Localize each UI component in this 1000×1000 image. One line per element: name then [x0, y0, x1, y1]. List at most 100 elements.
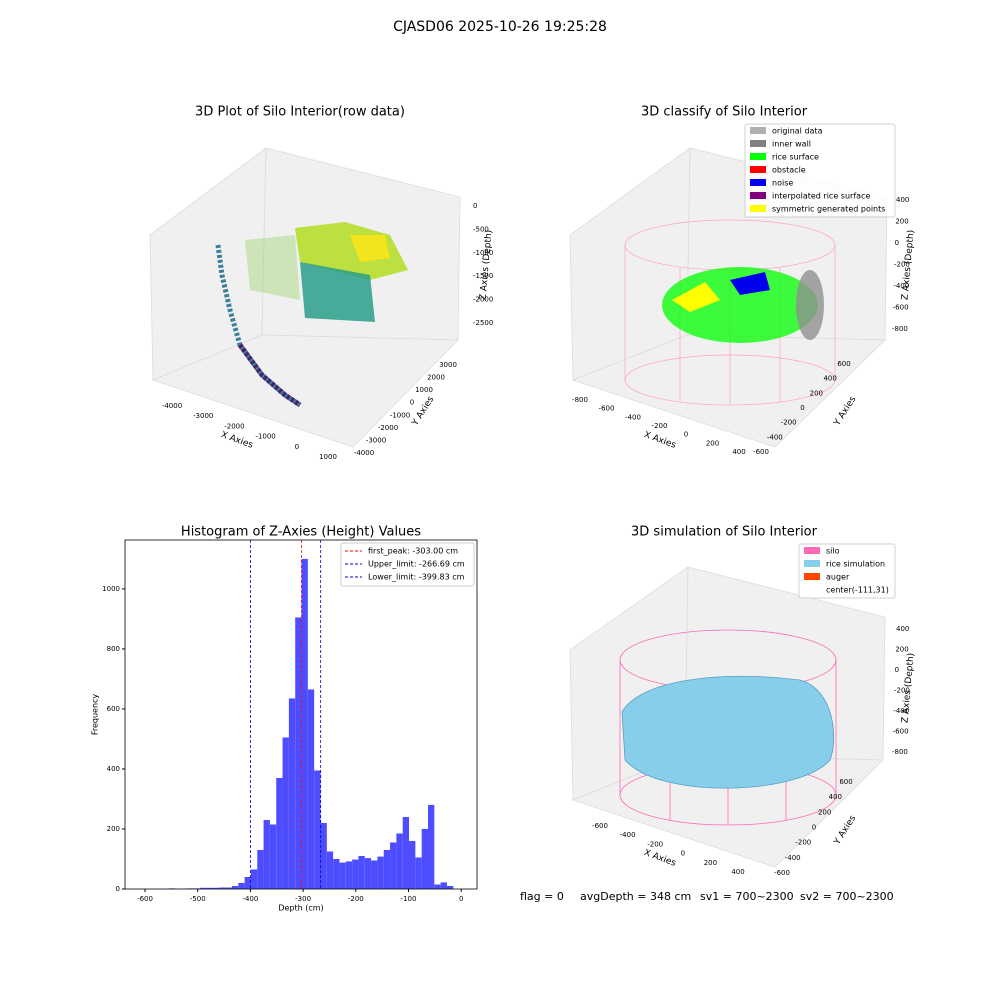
z-tick-label: -400 — [893, 707, 909, 715]
bar — [383, 849, 391, 889]
z-tick-label: -800 — [892, 748, 908, 756]
footer-text: avgDepth = 348 cm — [580, 890, 691, 903]
bar — [213, 887, 220, 889]
z-tick-label: -1000 — [473, 249, 493, 257]
z-tick-label: -800 — [892, 325, 908, 333]
legend-label: obstacle — [772, 166, 806, 175]
y-tick-label: -3000 — [366, 436, 386, 444]
bar — [307, 689, 315, 889]
legend-box — [744, 123, 896, 218]
legend-swatch — [804, 573, 820, 580]
footer-text: sv1 = 700~2300 — [700, 890, 794, 903]
bar — [421, 828, 428, 889]
bar — [257, 849, 264, 889]
legend-label: noise — [772, 179, 793, 188]
x-tick-label: 400 — [731, 868, 744, 876]
x-tick-label: -400 — [625, 413, 641, 421]
y-tick-label: 200 — [107, 825, 120, 833]
y-tick-label: 0 — [800, 404, 804, 412]
panes-2 — [569, 147, 888, 448]
y-tick-label: 600 — [839, 778, 852, 786]
bar — [269, 824, 277, 889]
y-tick-label: -200 — [795, 839, 811, 847]
legend-label: silo — [826, 547, 840, 556]
bar — [276, 777, 283, 889]
x-tick-label: -300 — [295, 895, 311, 903]
plot-frame — [124, 539, 478, 890]
bar — [415, 857, 422, 889]
x-tick-label: -600 — [592, 822, 608, 830]
x-tick-label: 400 — [732, 448, 745, 456]
bar — [314, 770, 321, 889]
y-tick-label: -600 — [774, 869, 790, 877]
legend-swatch — [750, 153, 766, 160]
x-axis-label: Depth (cm) — [278, 904, 323, 913]
legend-box — [798, 543, 896, 599]
x-tick-label: -400 — [620, 831, 636, 839]
y-tick-label: 200 — [818, 808, 831, 816]
y-tick-label: -2000 — [378, 424, 398, 432]
z-tick-label: -2500 — [473, 319, 493, 327]
z-axis-label: Z Axies (Depth) — [478, 229, 494, 300]
y-tick-label: -1000 — [390, 411, 410, 419]
y-tick-label: -600 — [753, 448, 769, 456]
y-tick-label: 3000 — [439, 361, 457, 369]
y-tick-label: 0 — [812, 824, 816, 832]
bar — [238, 882, 245, 889]
z-tick-label: 0 — [895, 239, 899, 247]
x-tick-label: 200 — [706, 439, 719, 447]
y-tick-label: -4000 — [354, 449, 374, 457]
x-tick-label: -800 — [572, 396, 588, 404]
bar — [377, 856, 384, 889]
bar — [320, 822, 327, 889]
legend-box — [340, 542, 475, 587]
bar — [263, 819, 270, 889]
figure-title: CJASD06 2025-10-26 19:25:28 — [393, 19, 607, 35]
y-tick-label: 400 — [829, 793, 842, 801]
y-axis-label: Y Axies — [832, 814, 858, 848]
z-tick-label: -2000 — [473, 296, 493, 304]
legend-swatch — [750, 179, 766, 186]
z-axis-label: Z Axies (Depth) — [900, 652, 916, 723]
y-tick-label: -400 — [785, 854, 801, 862]
legend-label: inner wall — [772, 140, 811, 149]
bar — [339, 862, 346, 889]
bar — [326, 851, 334, 889]
x-tick-label: 0 — [681, 850, 685, 858]
x-tick-label: -100 — [401, 895, 417, 903]
legend-label: rice surface — [772, 153, 819, 162]
bar — [333, 858, 340, 889]
panes-1 — [149, 147, 461, 448]
z-tick-label: 200 — [895, 646, 908, 654]
y-axis-label: Y Axies — [832, 395, 858, 429]
x-tick-label: 0 — [295, 443, 299, 451]
x-tick-label: -200 — [348, 895, 364, 903]
y-tick-label: 200 — [810, 389, 823, 397]
subplot-title: 3D Plot of Silo Interior(row data) — [195, 105, 405, 120]
subplot-title: 3D simulation of Silo Interior — [631, 525, 818, 540]
x-tick-label: -600 — [599, 405, 615, 413]
bar — [402, 816, 410, 889]
x-tick-label: 1000 — [319, 453, 337, 461]
legend-label: auger — [826, 573, 850, 582]
footer-text: flag = 0 — [520, 890, 564, 903]
bar — [244, 876, 251, 889]
y-tick-label: -200 — [781, 419, 797, 427]
y-tick-label: 1000 — [102, 585, 120, 593]
z-tick-label: -600 — [893, 728, 909, 736]
y-tick-label: 400 — [823, 375, 836, 383]
z-tick-label: -200 — [894, 687, 910, 695]
x-tick-label: -2000 — [224, 422, 244, 430]
y-tick-label: -400 — [767, 433, 783, 441]
bar — [390, 842, 397, 889]
z-tick-label: 400 — [896, 625, 909, 633]
legend-swatch — [750, 166, 766, 173]
bar — [345, 861, 353, 889]
bar — [352, 859, 359, 889]
legend-label: center(-111,31) — [826, 586, 889, 595]
footer-text: sv2 = 700~2300 — [800, 890, 894, 903]
subplot-title: 3D classify of Silo Interior — [641, 105, 808, 120]
bar — [250, 869, 258, 889]
legend-label: Upper_limit: -266.69 cm — [368, 560, 465, 569]
